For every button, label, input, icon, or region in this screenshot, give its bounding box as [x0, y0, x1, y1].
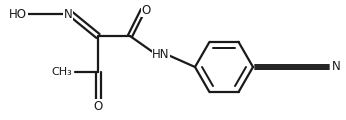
Text: N: N — [64, 7, 72, 21]
Text: O: O — [93, 99, 103, 113]
Text: O: O — [142, 3, 151, 17]
Text: CH₃: CH₃ — [51, 67, 72, 77]
Text: N: N — [331, 60, 340, 73]
Text: HO: HO — [9, 7, 27, 21]
Text: HN: HN — [152, 48, 170, 61]
